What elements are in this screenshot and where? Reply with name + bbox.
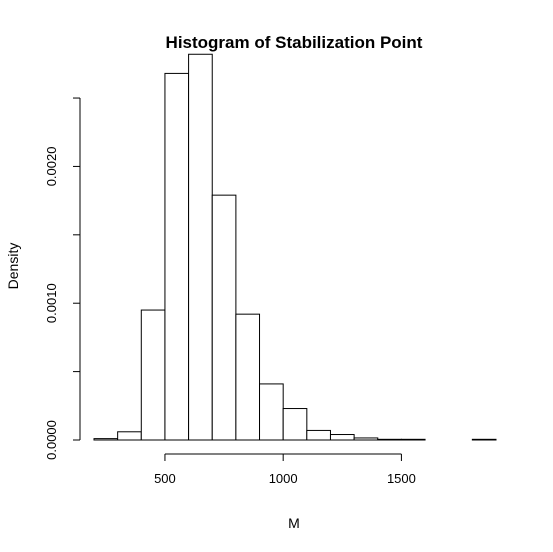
x-tick-label-2: 1500 [387, 471, 416, 486]
x-tick-label-0: 500 [154, 471, 176, 486]
histogram-bar-11 [353, 437, 379, 441]
histogram-bar-3 [164, 72, 190, 441]
histogram-bar-7 [259, 383, 284, 441]
bars-group [93, 53, 497, 441]
y-axis-label: Density [5, 243, 21, 290]
histogram-bar-13 [400, 438, 426, 441]
y-tick-label-4: 0.0020 [44, 147, 59, 187]
histogram-bar-16 [471, 438, 497, 441]
histogram-bar-9 [306, 429, 331, 441]
histogram-bar-8 [282, 408, 308, 441]
histogram-bar-6 [235, 313, 261, 441]
y-tick-label-2: 0.0010 [44, 283, 59, 323]
y-axis: 0.0000 0.0010 0.0020 [44, 97, 81, 460]
x-axis: 500 1000 1500 [154, 453, 416, 486]
x-tick-label-1: 1000 [269, 471, 298, 486]
histogram-bar-0 [93, 438, 119, 441]
histogram-bar-1 [117, 431, 142, 441]
histogram-bar-5 [211, 194, 237, 441]
y-tick-label-0: 0.0000 [44, 420, 59, 460]
histogram-bar-4 [188, 53, 213, 441]
x-axis-label: M [288, 515, 300, 531]
histogram-bar-12 [377, 438, 402, 441]
histogram-bar-10 [329, 434, 355, 441]
histogram-bar-2 [140, 309, 166, 441]
chart-title: Histogram of Stabilization Point [166, 33, 423, 52]
